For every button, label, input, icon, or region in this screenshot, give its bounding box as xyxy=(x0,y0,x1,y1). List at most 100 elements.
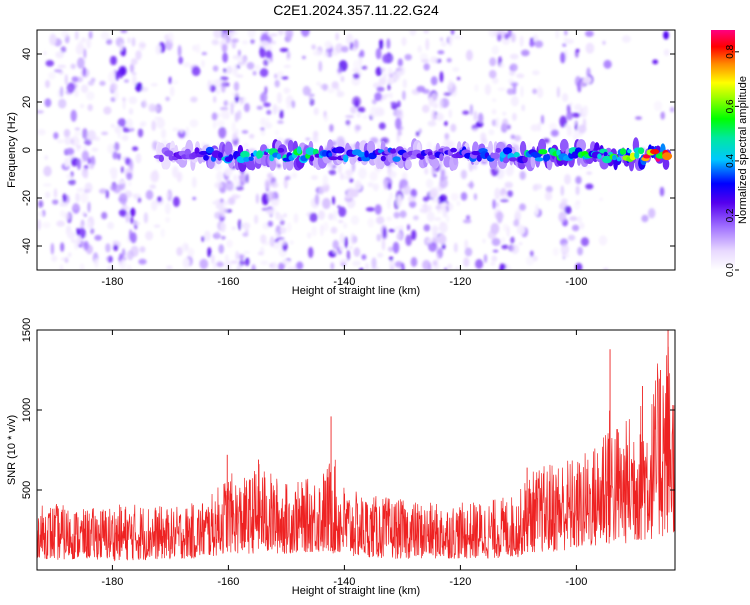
heatmap-noise-cell xyxy=(157,196,162,203)
heatmap-noise-cell xyxy=(130,232,137,244)
heatmap-band-cell xyxy=(603,151,608,157)
heatmap-noise-cell xyxy=(323,221,329,232)
heatmap-noise-cell xyxy=(376,216,385,225)
heatmap-band-cell xyxy=(627,149,632,154)
heatmap-noise-cell xyxy=(344,236,348,249)
heatmap-noise-cell xyxy=(88,31,93,39)
heatmap-noise-cell xyxy=(43,183,52,187)
heatmap-noise-cell xyxy=(338,219,344,224)
heatmap-noise-cell xyxy=(283,180,289,187)
heatmap-noise-cell xyxy=(94,258,99,269)
heatmap-noise-cell xyxy=(76,147,81,152)
heatmap-noise-cell xyxy=(369,171,378,181)
heatmap-noise-cell xyxy=(126,118,133,130)
heatmap-noise-cell xyxy=(525,255,535,266)
heatmap-noise-cell xyxy=(518,242,523,246)
heatmap-noise-cell xyxy=(63,128,71,138)
heatmap-noise-cell xyxy=(352,260,361,267)
heatmap-noise-cell xyxy=(286,222,292,233)
heatmap-band-cell xyxy=(305,147,316,156)
heatmap-noise-cell xyxy=(422,196,429,202)
x-tick-label: -140 xyxy=(333,576,355,588)
heatmap-noise-cell xyxy=(68,179,76,186)
heatmap-noise-cell xyxy=(332,196,335,205)
heatmap-noise-cell xyxy=(440,169,446,178)
heatmap-band-cell xyxy=(248,156,254,161)
heatmap-noise-cell xyxy=(117,126,122,139)
heatmap-noise-cell xyxy=(283,213,287,218)
heatmap-noise-cell xyxy=(126,172,133,181)
heatmap-noise-cell xyxy=(211,39,219,46)
heatmap-noise-cell xyxy=(260,91,268,104)
heatmap-noise-cell xyxy=(81,168,89,178)
heatmap-noise-cell xyxy=(256,105,263,110)
heatmap-band-cell xyxy=(488,140,493,156)
heatmap-noise-cell xyxy=(86,221,92,230)
heatmap-noise-cell xyxy=(237,219,242,231)
heatmap-noise-cell xyxy=(214,182,224,189)
heatmap-noise-cell xyxy=(510,82,519,87)
heatmap-noise-cell xyxy=(103,106,112,115)
heatmap-noise-cell xyxy=(117,153,121,161)
heatmap-noise-cell xyxy=(473,110,478,122)
heatmap-noise-cell xyxy=(222,200,229,206)
heatmap-noise-cell xyxy=(234,180,241,188)
heatmap-noise-cell xyxy=(377,252,384,258)
heatmap-noise-cell xyxy=(113,89,119,101)
heatmap-noise-cell xyxy=(372,183,379,192)
heatmap-noise-cell xyxy=(238,55,247,67)
heatmap-noise-cell xyxy=(222,113,230,120)
heatmap-noise-cell xyxy=(106,38,113,45)
heatmap-noise-cell xyxy=(340,263,347,267)
snr-y-ticks: 500 1000 1500 xyxy=(21,318,675,499)
colorbar-tick-label: 0.0 xyxy=(725,263,736,277)
snr-series xyxy=(37,330,675,562)
heatmap-noise-cell xyxy=(322,83,328,91)
heatmap-noise-cell xyxy=(47,72,56,80)
heatmap-noise-cell xyxy=(241,130,249,134)
heatmap-noise-cell xyxy=(527,141,532,152)
heatmap-noise-cell xyxy=(519,170,526,180)
heatmap-noise-cell xyxy=(388,256,394,261)
heatmap-noise-cell xyxy=(50,242,55,255)
heatmap-band-cell xyxy=(364,150,369,158)
heatmap-noise-cell xyxy=(212,262,217,270)
heatmap-noise-cell xyxy=(460,192,468,201)
heatmap-noise-cell xyxy=(59,86,64,98)
heatmap-noise-cell xyxy=(390,101,397,105)
heatmap-noise-cell xyxy=(110,82,118,92)
heatmap-noise-cell xyxy=(120,30,128,34)
heatmap-band-cell xyxy=(513,152,520,158)
heatmap-band-cell xyxy=(419,154,425,160)
heatmap-noise-cell xyxy=(663,48,670,57)
heatmap-noise-cell xyxy=(77,158,81,171)
heatmap-noise-cell xyxy=(478,112,484,124)
heatmap-noise-cell xyxy=(349,178,354,183)
heatmap-y-label: Frequency (Hz) xyxy=(6,112,18,188)
heatmap-noise-cell xyxy=(263,102,271,108)
heatmap-noise-cell xyxy=(218,126,227,139)
heatmap-noise-cell xyxy=(356,112,362,118)
heatmap-noise-cell xyxy=(260,127,265,131)
heatmap-noise-cell xyxy=(37,110,44,114)
heatmap-noise-cell xyxy=(560,243,570,256)
heatmap-noise-cell xyxy=(150,83,158,87)
heatmap-noise-cell xyxy=(192,196,197,201)
heatmap-noise-cell xyxy=(440,41,447,47)
heatmap-noise-cell xyxy=(533,34,538,43)
heatmap-noise-cell xyxy=(450,192,459,201)
heatmap-noise-cell xyxy=(150,170,160,183)
heatmap-noise-cell xyxy=(448,79,453,90)
heatmap-noise-cell xyxy=(167,32,174,44)
heatmap-noise-cell xyxy=(63,212,71,220)
y-tick-label: 500 xyxy=(21,481,33,499)
heatmap-noise-cell xyxy=(398,131,402,136)
heatmap-noise-cell xyxy=(394,261,403,268)
heatmap-noise-cell xyxy=(537,121,542,132)
heatmap-noise-cell xyxy=(79,263,85,270)
heatmap-noise-cell xyxy=(106,256,110,261)
heatmap-noise-cell xyxy=(286,102,292,109)
heatmap-noise-cell xyxy=(286,51,291,59)
heatmap-noise-cell xyxy=(84,182,93,193)
heatmap-noise-cell xyxy=(169,86,175,97)
